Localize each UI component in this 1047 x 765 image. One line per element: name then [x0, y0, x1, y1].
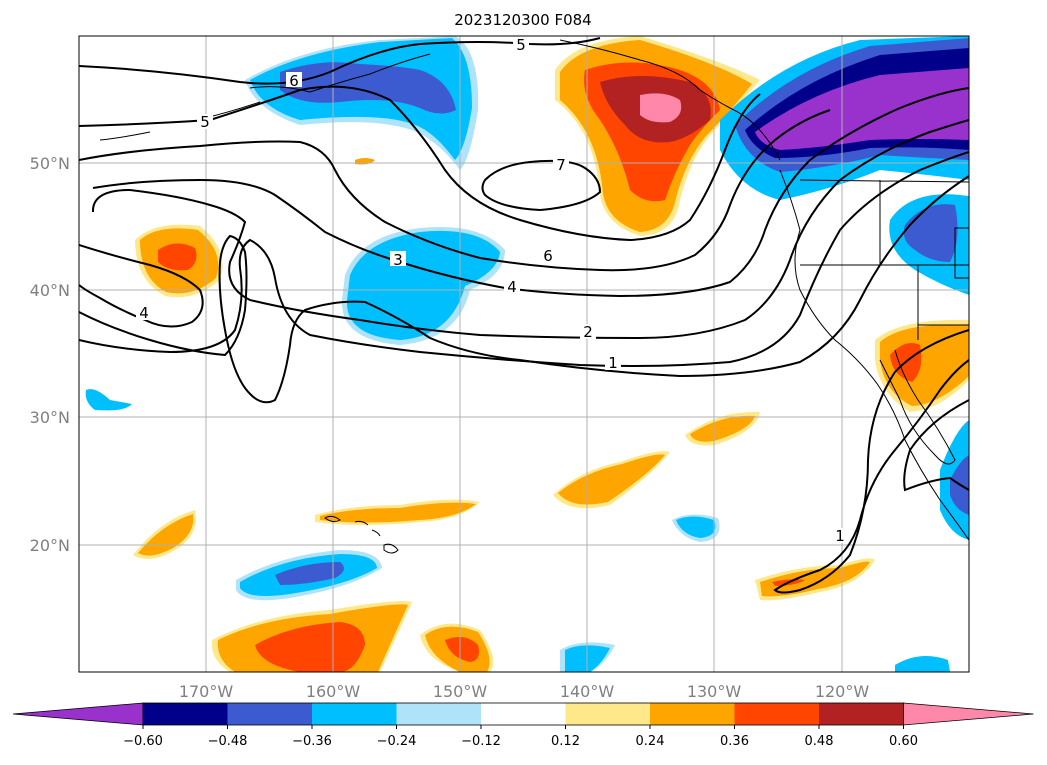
lon-label: 130°W	[687, 682, 742, 701]
neg-region-pacific-nw-purple	[755, 68, 969, 150]
colorbar-segment	[734, 703, 820, 725]
colorbar-segment	[481, 703, 566, 725]
contour-1-baja	[903, 399, 969, 492]
pos-streak-2-orange	[558, 454, 665, 505]
colorbar-segment	[650, 703, 735, 725]
colorbar: −0.60 −0.48 −0.36 −0.24 −0.12 0.12 0.24 0.36 0.4…	[12, 702, 1034, 749]
contour-5-top	[79, 37, 601, 85]
contour-5	[79, 85, 761, 242]
lon-label: 120°W	[815, 682, 870, 701]
neg-region-small-west	[85, 389, 132, 411]
neg-region-small-east-cyan	[676, 516, 716, 538]
colorbar-segment	[143, 703, 228, 725]
contour-label: 4	[139, 304, 149, 322]
contour-3	[91, 119, 969, 340]
pos-region-dateline-red	[158, 243, 197, 271]
gridlines	[79, 36, 969, 672]
lat-label: 50°N	[30, 154, 70, 173]
alaska-coast	[559, 39, 781, 161]
colorbar-segment	[565, 703, 651, 725]
contour-7	[481, 159, 602, 212]
west-coast	[779, 169, 969, 541]
contour-label: 4	[507, 278, 517, 296]
latitude-labels: 50°N 40°N 30°N 20°N	[30, 154, 70, 555]
map-panel: 5 6 5 7 6 3 4 4 2 1 1	[79, 36, 969, 672]
contour-label: 7	[556, 156, 566, 174]
figure-title: 2023120300 F084	[454, 11, 591, 29]
contour-label: 6	[289, 72, 299, 90]
contour-label: 2	[583, 323, 593, 341]
colorbar-tick-label: 0.60	[889, 734, 918, 749]
contour-label: 5	[516, 36, 526, 54]
colorbar-extend-high	[903, 702, 1034, 726]
lon-label: 140°W	[560, 682, 615, 701]
colorbar-tick-label: 0.48	[805, 734, 834, 749]
lat-label: 20°N	[30, 536, 70, 555]
colorbar-outline	[142, 702, 904, 726]
colorbar-tick-label: −0.36	[292, 734, 332, 749]
hawaii-islands	[324, 515, 399, 554]
colorbar-tick-label: −0.60	[123, 734, 163, 749]
contour-4-loop	[79, 87, 969, 328]
map-frame	[78, 35, 970, 673]
contour-label: 5	[200, 113, 210, 131]
lon-label: 150°W	[433, 682, 488, 701]
contour-6	[79, 109, 831, 272]
lat-label: 30°N	[30, 408, 70, 427]
contour-1-south	[773, 329, 969, 594]
colorbar-tick-label: 0.36	[720, 734, 749, 749]
colorbar-segment	[819, 703, 904, 725]
neg-region-south-hawaii-blue	[275, 562, 344, 585]
colorbar-tick-label: −0.24	[377, 734, 417, 749]
state-borders	[799, 179, 969, 340]
colorbar-tick-label: −0.48	[208, 734, 248, 749]
pos-region-south-central-red	[445, 636, 479, 662]
lat-label: 40°N	[30, 281, 70, 300]
contour-label: 3	[393, 251, 403, 269]
longitude-labels: 170°W 160°W 150°W 140°W 130°W 120°W	[179, 682, 870, 701]
contour-1-east	[519, 175, 969, 378]
colorbar-segment	[227, 703, 313, 725]
colorbar-extend-low	[12, 702, 144, 726]
baja-peninsula	[879, 349, 956, 465]
lon-label: 170°W	[179, 682, 234, 701]
pos-streak-1-orange	[690, 415, 755, 442]
contour-label: 1	[608, 354, 618, 372]
contour-2	[79, 151, 969, 367]
colorbar-segment	[312, 703, 397, 725]
pos-streak-3-orange	[320, 502, 476, 523]
pos-region-south-west-red	[255, 622, 365, 672]
contour-1	[79, 234, 521, 404]
pos-region-baja-orange	[880, 324, 969, 406]
contour-label: 6	[543, 247, 553, 265]
colorbar-tick-label: 0.24	[636, 734, 665, 749]
contour-labels: 5 6 5 7 6 3 4 4 2 1 1	[136, 36, 848, 545]
contour-lines	[79, 37, 969, 594]
lon-label: 160°W	[306, 682, 361, 701]
colorbar-segment	[396, 703, 482, 725]
contour-label: 1	[835, 527, 845, 545]
neg-region-southeast-corner	[895, 656, 950, 672]
colorbar-tick-label: −0.12	[461, 734, 501, 749]
colorbar-tick-label: 0.12	[551, 734, 580, 749]
pos-region-gulf-alaska-pink	[640, 93, 682, 123]
